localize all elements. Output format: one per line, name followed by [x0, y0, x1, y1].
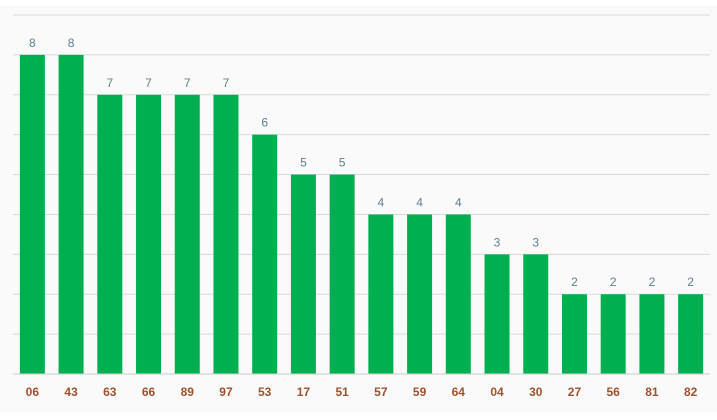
category-label: 30	[529, 385, 543, 399]
category-label: 82	[684, 385, 698, 399]
category-label: 04	[490, 385, 504, 399]
bar	[484, 254, 510, 374]
bar	[213, 94, 239, 375]
value-label: 2	[687, 275, 694, 289]
value-label: 3	[494, 235, 501, 249]
value-label: 4	[455, 195, 462, 209]
value-label: 8	[68, 36, 75, 50]
bar	[639, 294, 665, 374]
category-label: 64	[452, 385, 466, 399]
category-label: 89	[181, 385, 195, 399]
bar	[58, 54, 84, 375]
category-label: 51	[335, 385, 349, 399]
value-label: 6	[261, 116, 268, 130]
category-label: 56	[607, 385, 621, 399]
category-label: 06	[26, 385, 40, 399]
bar	[445, 214, 471, 374]
category-label: 66	[142, 385, 156, 399]
bar	[252, 134, 278, 374]
bar	[174, 94, 200, 375]
bar	[678, 294, 704, 374]
value-label: 2	[610, 275, 617, 289]
category-label: 53	[258, 385, 272, 399]
value-label: 2	[571, 275, 578, 289]
category-label: 59	[413, 385, 427, 399]
bar	[523, 254, 549, 374]
category-label: 97	[219, 385, 233, 399]
value-label: 7	[106, 76, 113, 90]
value-label: 3	[532, 235, 539, 249]
value-label: 2	[649, 275, 656, 289]
value-label: 7	[145, 76, 152, 90]
category-label: 63	[103, 385, 117, 399]
category-label: 17	[297, 385, 311, 399]
bar	[19, 54, 45, 375]
category-label: 81	[645, 385, 659, 399]
bar	[329, 174, 355, 374]
category-label: 57	[374, 385, 388, 399]
bar	[600, 294, 626, 374]
value-label: 5	[339, 156, 346, 170]
category-label: 43	[64, 385, 78, 399]
value-label: 8	[29, 36, 36, 50]
bar	[561, 294, 587, 374]
value-label: 4	[416, 195, 423, 209]
bar	[136, 94, 162, 375]
value-label: 5	[300, 156, 307, 170]
bar	[97, 94, 123, 375]
bar	[368, 214, 394, 374]
value-label: 7	[223, 76, 230, 90]
category-label: 27	[568, 385, 582, 399]
value-label: 4	[378, 195, 385, 209]
bar	[290, 174, 316, 374]
bar	[407, 214, 433, 374]
value-label: 7	[184, 76, 191, 90]
